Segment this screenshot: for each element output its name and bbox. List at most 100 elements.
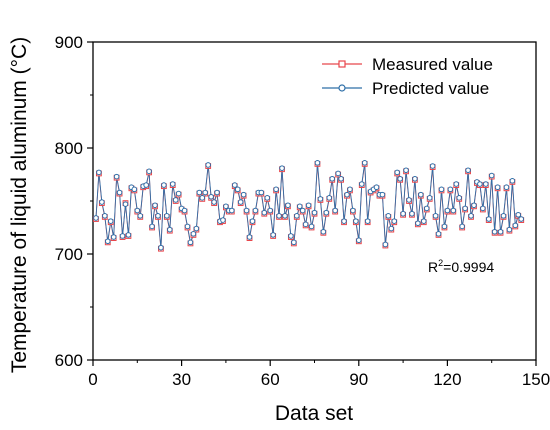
- data-point: [305, 202, 312, 209]
- x-tick-label: 150: [522, 370, 550, 389]
- data-point: [494, 184, 501, 191]
- data-point: [506, 226, 513, 233]
- data-point: [435, 231, 442, 237]
- data-point: [480, 205, 486, 212]
- y-tick-label: 900: [55, 33, 83, 52]
- data-point: [509, 178, 516, 184]
- data-point: [104, 238, 111, 245]
- data-point: [258, 189, 265, 196]
- data-point: [229, 207, 235, 214]
- data-point: [344, 191, 350, 198]
- data-point: [211, 199, 217, 205]
- data-point: [317, 196, 324, 202]
- series-points-predicted: [93, 160, 525, 251]
- data-point: [335, 170, 341, 177]
- data-point: [364, 218, 371, 224]
- data-point: [143, 182, 149, 188]
- data-point: [385, 213, 392, 219]
- data-point: [220, 217, 226, 223]
- data-point: [231, 182, 238, 188]
- data-point: [190, 231, 197, 237]
- data-point: [93, 215, 99, 221]
- legend-predicted-marker: [338, 84, 346, 92]
- data-point: [462, 205, 468, 212]
- data-point: [249, 218, 256, 224]
- y-tick-label: 800: [55, 139, 83, 158]
- data-point: [394, 169, 400, 176]
- data-point: [361, 160, 368, 166]
- x-axis-title: Data set: [275, 402, 353, 425]
- data-point: [373, 184, 380, 191]
- data-point: [264, 195, 271, 201]
- data-point: [125, 232, 132, 238]
- data-point: [341, 218, 347, 224]
- data-point: [149, 223, 155, 230]
- y-tick-label: 700: [55, 245, 83, 264]
- legend-measured-marker: [338, 60, 346, 68]
- data-point: [279, 165, 285, 171]
- data-point: [456, 195, 463, 201]
- data-point: [172, 197, 179, 203]
- data-point: [113, 173, 120, 180]
- data-point: [166, 226, 173, 233]
- x-tick-label: 30: [172, 370, 191, 389]
- data-point: [169, 181, 176, 187]
- data-point: [409, 210, 415, 217]
- data-point: [196, 189, 203, 196]
- data-point: [276, 213, 282, 219]
- data-point: [302, 221, 309, 228]
- data-point: [415, 220, 421, 227]
- data-point: [488, 172, 495, 179]
- data-point: [347, 186, 353, 193]
- data-point: [353, 218, 359, 224]
- data-point: [246, 234, 253, 240]
- data-point: [155, 213, 161, 219]
- data-point: [423, 205, 430, 212]
- data-point: [308, 223, 315, 230]
- data-point: [99, 199, 105, 205]
- data-point: [270, 232, 276, 238]
- data-point: [397, 175, 403, 182]
- data-point: [116, 189, 123, 196]
- data-point: [477, 181, 483, 187]
- data-point: [382, 241, 389, 248]
- data-point: [261, 209, 268, 216]
- data-point: [184, 223, 191, 230]
- data-point: [500, 213, 507, 219]
- data-point: [323, 209, 330, 216]
- data-point: [240, 191, 247, 198]
- data-point: [485, 216, 492, 222]
- data-point: [420, 218, 427, 224]
- data-point: [444, 207, 451, 214]
- data-point: [214, 189, 220, 196]
- data-point: [291, 239, 297, 246]
- data-point: [329, 175, 336, 182]
- data-point: [515, 211, 522, 218]
- data-point: [512, 222, 519, 229]
- data-point: [432, 213, 439, 219]
- data-point: [134, 207, 141, 214]
- data-point: [406, 197, 412, 203]
- data-point: [356, 237, 362, 244]
- data-point: [119, 233, 126, 239]
- data-point: [418, 191, 424, 198]
- data-point: [161, 182, 167, 188]
- data-point: [326, 195, 333, 201]
- data-point: [491, 228, 498, 235]
- data-point: [237, 199, 244, 205]
- data-point: [332, 207, 338, 214]
- y-tick-label: 600: [55, 351, 83, 370]
- data-point: [208, 193, 214, 200]
- data-point: [429, 163, 436, 169]
- data-point: [164, 213, 170, 219]
- data-point: [181, 207, 188, 214]
- data-point: [234, 186, 241, 193]
- data-point: [110, 234, 117, 240]
- data-point: [102, 213, 108, 219]
- data-point: [273, 186, 279, 193]
- data-point: [400, 210, 406, 217]
- data-point: [468, 213, 474, 219]
- data-point: [459, 223, 465, 230]
- data-point: [358, 181, 365, 187]
